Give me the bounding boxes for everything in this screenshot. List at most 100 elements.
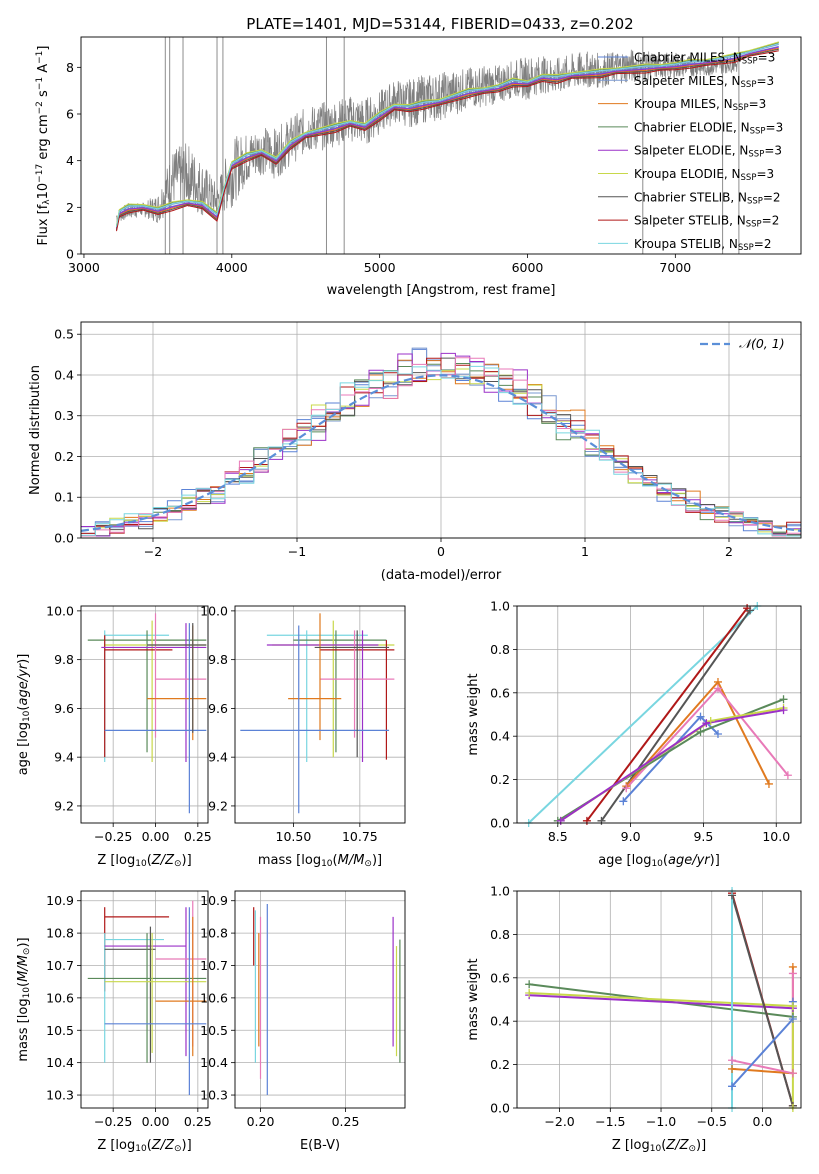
weight-marker (788, 1069, 797, 1078)
axes-frame (80, 321, 802, 539)
y-tick-label: 1.0 (490, 884, 510, 899)
weight-marker (779, 695, 788, 704)
y-tick-label: 10.3 (46, 1088, 74, 1103)
x-tick-label: 0.20 (247, 1114, 275, 1129)
x-tick-label: 9.5 (693, 829, 713, 844)
x-axis-label: E(B-V) (300, 1138, 340, 1153)
weight-line (529, 992, 793, 1007)
y-tick-label: 10.4 (200, 1055, 228, 1070)
legend-label: Kroupa ELODIE, NSSP=3 (634, 167, 774, 183)
weight-marker (619, 797, 628, 806)
weight-line (600, 609, 751, 822)
weight-marker (788, 969, 797, 978)
normal-curve (81, 374, 801, 532)
y-tick-label: 4 (66, 153, 74, 168)
model-spectrum (116, 46, 779, 229)
panel-age-vs-Z: −0.25 0.00 0.25 9.2 9.4 9.6 9.8 10.0 Z [log10(Z/… (16, 603, 212, 869)
weight-marker (525, 988, 534, 997)
y-tick-label: 0.0 (490, 816, 510, 831)
y-tick-label: 0.0 (54, 531, 74, 546)
panel-spectrum: 3000 4000 5000 6000 7000 0 2 4 6 8 Chabrier MILES,… (35, 36, 802, 298)
model-spectrum (116, 47, 779, 230)
residual-histogram (81, 357, 801, 536)
residual-histogram (81, 365, 801, 537)
x-tick-label: 9.0 (621, 829, 641, 844)
axes-frame (516, 605, 802, 824)
x-tick-label: 10.75 (342, 829, 378, 844)
legend-label: Chabrier STELIB, NSSP=2 (634, 190, 781, 206)
y-tick-label: 8 (66, 60, 74, 75)
model-spectrum (116, 45, 779, 229)
axes-frame (516, 890, 802, 1109)
panel-residuals: −2 −1 0 1 2 0.0 0.1 0.2 0.3 0.4 0.5 𝒩(0, 1) (data-mo… (28, 321, 802, 583)
y-tick-label: 0.2 (490, 1057, 510, 1072)
weight-line (529, 994, 793, 1010)
x-tick-label: 0.25 (184, 1114, 212, 1129)
model-spectrum (116, 42, 779, 227)
y-tick-label: 10.7 (200, 958, 228, 973)
weight-marker (728, 1056, 737, 1065)
y-tick-label: 0.6 (490, 970, 510, 985)
x-tick-label: 6000 (512, 260, 544, 275)
x-tick-label: −2.0 (544, 1114, 574, 1129)
axes-frame (80, 36, 802, 255)
plot-area-mass-vs-Z (87, 900, 207, 1096)
x-tick-label: 2 (725, 544, 733, 559)
y-tick-label: 10.5 (200, 1023, 228, 1038)
y-tick-label: 0.4 (490, 729, 510, 744)
y-tick-label: 0.4 (54, 367, 74, 382)
x-tick-label: 3000 (68, 260, 100, 275)
plot-area-age-vs-mass (240, 613, 395, 814)
x-axis-label: Z [log10(Z/Z⊙)] (612, 1138, 706, 1154)
y-tick-label: 9.4 (54, 750, 74, 765)
plot-area-spectrum (116, 37, 779, 254)
y-tick-label: 0.5 (54, 327, 74, 342)
weight-line (560, 707, 784, 822)
legend-label: Kroupa MILES, NSSP=3 (634, 97, 766, 113)
y-tick-label: 0.6 (490, 685, 510, 700)
y-tick-label: 9.6 (54, 701, 74, 716)
y-tick-label: 0.8 (490, 642, 510, 657)
panel-weight-vs-age: 8.5 9.0 9.5 10.0 0.0 0.2 0.4 0.6 0.8 1.0 age [log1… (466, 599, 802, 869)
y-tick-label: 10.8 (46, 926, 74, 941)
weight-marker (706, 717, 715, 726)
plot-area-age-vs-Z (87, 613, 207, 814)
weight-marker (779, 706, 788, 715)
x-tick-label: 1 (581, 544, 589, 559)
y-tick-label: 10.5 (46, 1023, 74, 1038)
weight-line (557, 698, 784, 822)
y-tick-label: 0 (66, 247, 74, 262)
legend-label: Salpeter ELODIE, NSSP=3 (634, 144, 782, 160)
y-axis-label: mass weight (466, 958, 481, 1040)
x-tick-label: −1.5 (595, 1114, 625, 1129)
y-tick-label: 10.8 (200, 926, 228, 941)
model-spectrum (116, 50, 779, 232)
axes-frame (234, 605, 406, 824)
model-spectrum (116, 41, 779, 226)
y-tick-label: 9.6 (208, 701, 228, 716)
x-tick-label: 0.25 (184, 829, 212, 844)
y-tick-label: 0.2 (490, 772, 510, 787)
weight-marker (582, 816, 591, 825)
weight-line (528, 606, 758, 823)
legend-label: Salpeter MILES, NSSP=3 (634, 74, 774, 90)
y-axis-label: age [log10(age/yr)] (16, 654, 32, 776)
weight-marker (696, 727, 705, 736)
axes-frame (80, 605, 209, 824)
legend-label: Kroupa STELIB, NSSP=2 (634, 237, 772, 253)
x-tick-label: 4000 (216, 260, 248, 275)
legend-label: 𝒩(0, 1) (739, 336, 785, 351)
y-tick-label: 0.3 (54, 408, 74, 423)
x-tick-label: 0.0 (753, 1114, 773, 1129)
weight-marker (525, 980, 534, 989)
y-tick-label: 9.8 (208, 652, 228, 667)
x-axis-label: (data-model)/error (381, 568, 502, 583)
weight-marker (713, 730, 722, 739)
y-tick-label: 2 (66, 200, 74, 215)
legend-label: Chabrier ELODIE, NSSP=3 (634, 120, 783, 136)
y-axis-label: mass [log10(M/M⊙)] (16, 937, 32, 1061)
y-tick-label: 0.8 (490, 927, 510, 942)
y-tick-label: 9.8 (54, 652, 74, 667)
y-tick-label: 10.4 (46, 1055, 74, 1070)
